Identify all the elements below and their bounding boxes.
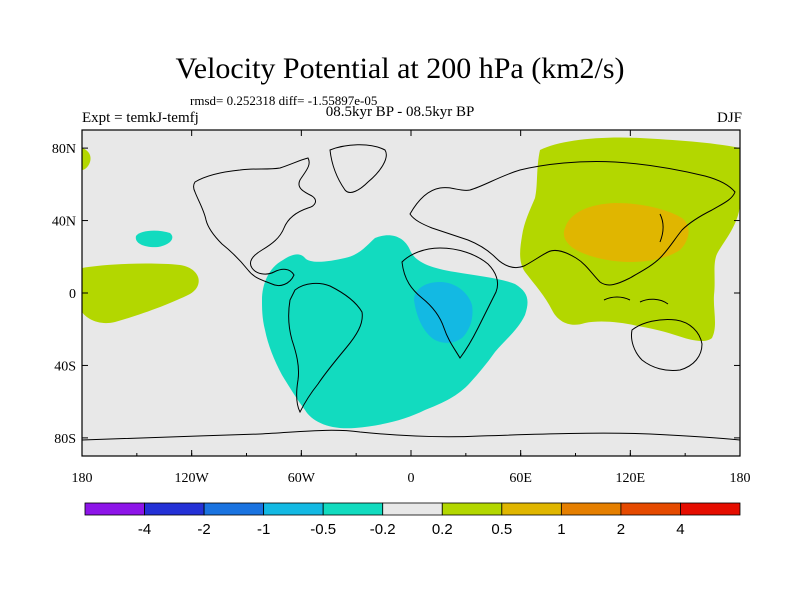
colorbar-swatch	[84, 502, 145, 516]
lon-tick-label: 180	[72, 471, 93, 486]
coastlines	[82, 144, 740, 441]
contour-positive-weak-east-pacific	[82, 263, 199, 324]
colorbar-label: 4	[676, 521, 684, 538]
colorbar-swatch	[322, 502, 384, 516]
stats-line: rmsd= 0.252318 diff= -1.55897e-05	[190, 93, 378, 108]
contour-positive-weak-arctic	[82, 148, 91, 170]
contour-negative-weak-south-america-atlantic	[262, 235, 528, 429]
colorbar-label: -0.2	[370, 521, 396, 538]
colorbar-swatch	[620, 502, 681, 516]
colorbar-swatch	[560, 502, 622, 516]
coastline-indonesia	[603, 296, 669, 305]
colorbar-swatch	[501, 502, 562, 516]
colorbar-label: -4	[138, 521, 151, 538]
coastline-greenland	[329, 144, 387, 193]
lat-tick-label: 40S	[54, 359, 76, 374]
contour-positive-mid-east-asia	[563, 203, 689, 262]
colorbar-label: 0.2	[432, 521, 453, 538]
map-plot	[81, 129, 741, 457]
lon-tick-label: 60W	[288, 471, 316, 486]
colorbar-swatch	[382, 502, 443, 516]
coastline-africa	[401, 247, 499, 359]
colorbar-label: 2	[617, 521, 625, 538]
colorbar-label: 0.5	[491, 521, 512, 538]
colorbar-swatch	[680, 502, 741, 516]
lon-tick-label: 120E	[616, 471, 646, 486]
contour-fields	[82, 137, 740, 441]
contour-negative-mid-africa	[414, 282, 473, 343]
coastline-eurasia	[409, 160, 736, 286]
coastline-japan	[659, 213, 664, 243]
experiment-label: Expt = temkJ-temfj	[82, 110, 199, 126]
lon-tick-label: 0	[408, 471, 415, 486]
coastline-australia	[631, 319, 703, 371]
coastline-north-america	[193, 157, 316, 287]
lat-tick-label: 0	[69, 287, 76, 302]
colorbar-label: -2	[197, 521, 210, 538]
axis-labels: 180 120W 60W 0 60E 120E 180 80N 40N 0 40S 80S	[52, 142, 751, 486]
lat-tick-label: 80N	[52, 142, 76, 157]
colorbar-label: 1	[557, 521, 565, 538]
period-label: 08.5kyr BP - 08.5kyr BP	[325, 104, 475, 120]
colorbar-label: -1	[257, 521, 270, 538]
coastline-south-america	[288, 282, 363, 414]
lon-tick-label: 120W	[175, 471, 210, 486]
colorbar-swatch	[263, 502, 324, 516]
colorbar-swatch	[144, 502, 205, 516]
axis-ticks	[81, 130, 741, 456]
season-label: DJF	[716, 110, 742, 126]
lat-tick-label: 80S	[54, 432, 76, 447]
lon-tick-label: 180	[730, 471, 751, 486]
coastline-antarctica	[82, 429, 740, 441]
lat-tick-label: 40N	[52, 215, 76, 230]
contour-negative-weak-north-atlantic	[135, 230, 173, 248]
colorbar-swatch	[441, 502, 503, 516]
chart-title: Velocity Potential at 200 hPa (km2/s)	[175, 52, 625, 85]
colorbar: -4 -2 -1 -0.5 -0.2 0.2 0.5 1 2 4	[84, 502, 741, 538]
colorbar-swatch	[203, 502, 265, 516]
colorbar-label: -0.5	[310, 521, 336, 538]
lon-tick-label: 60E	[509, 471, 532, 486]
